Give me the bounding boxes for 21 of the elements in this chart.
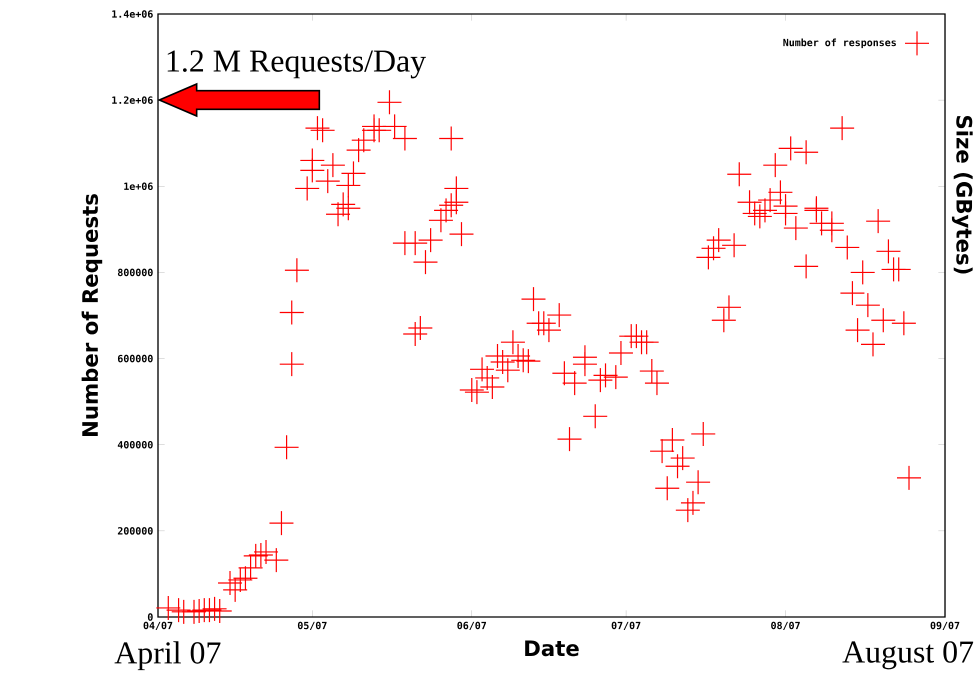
- text: August 07: [842, 641, 974, 670]
- x-tick-label: 08/07: [771, 622, 800, 630]
- y-tick-label: 1.2e+06: [112, 96, 153, 104]
- y-axis-title: Number of Requests: [82, 194, 102, 436]
- legend-label: Number of responses: [783, 38, 896, 48]
- x-axis-title: Date: [525, 640, 579, 656]
- y2-axis-title: Size (GBytes): [952, 116, 973, 274]
- x-tick-label: 09/07: [930, 622, 960, 630]
- x-tick-label: 05/07: [298, 622, 327, 630]
- x-tick-label: 07/07: [612, 622, 640, 630]
- annotation: 1.2 M Requests/Day: [168, 50, 426, 78]
- y-tick-label: 400000: [118, 440, 153, 448]
- y-tick-label: 1e+06: [124, 182, 153, 190]
- y-tick-label: 1.4e+06: [112, 10, 153, 18]
- y-tick-label: 0: [148, 613, 153, 621]
- text: April 07: [114, 641, 220, 670]
- x-tick-label: 04/07: [144, 622, 172, 630]
- y-tick-label: 200000: [118, 527, 153, 535]
- y-tick-label: 800000: [118, 268, 153, 276]
- y-tick-label: 600000: [118, 354, 153, 362]
- x-tick-label: 06/07: [457, 622, 486, 630]
